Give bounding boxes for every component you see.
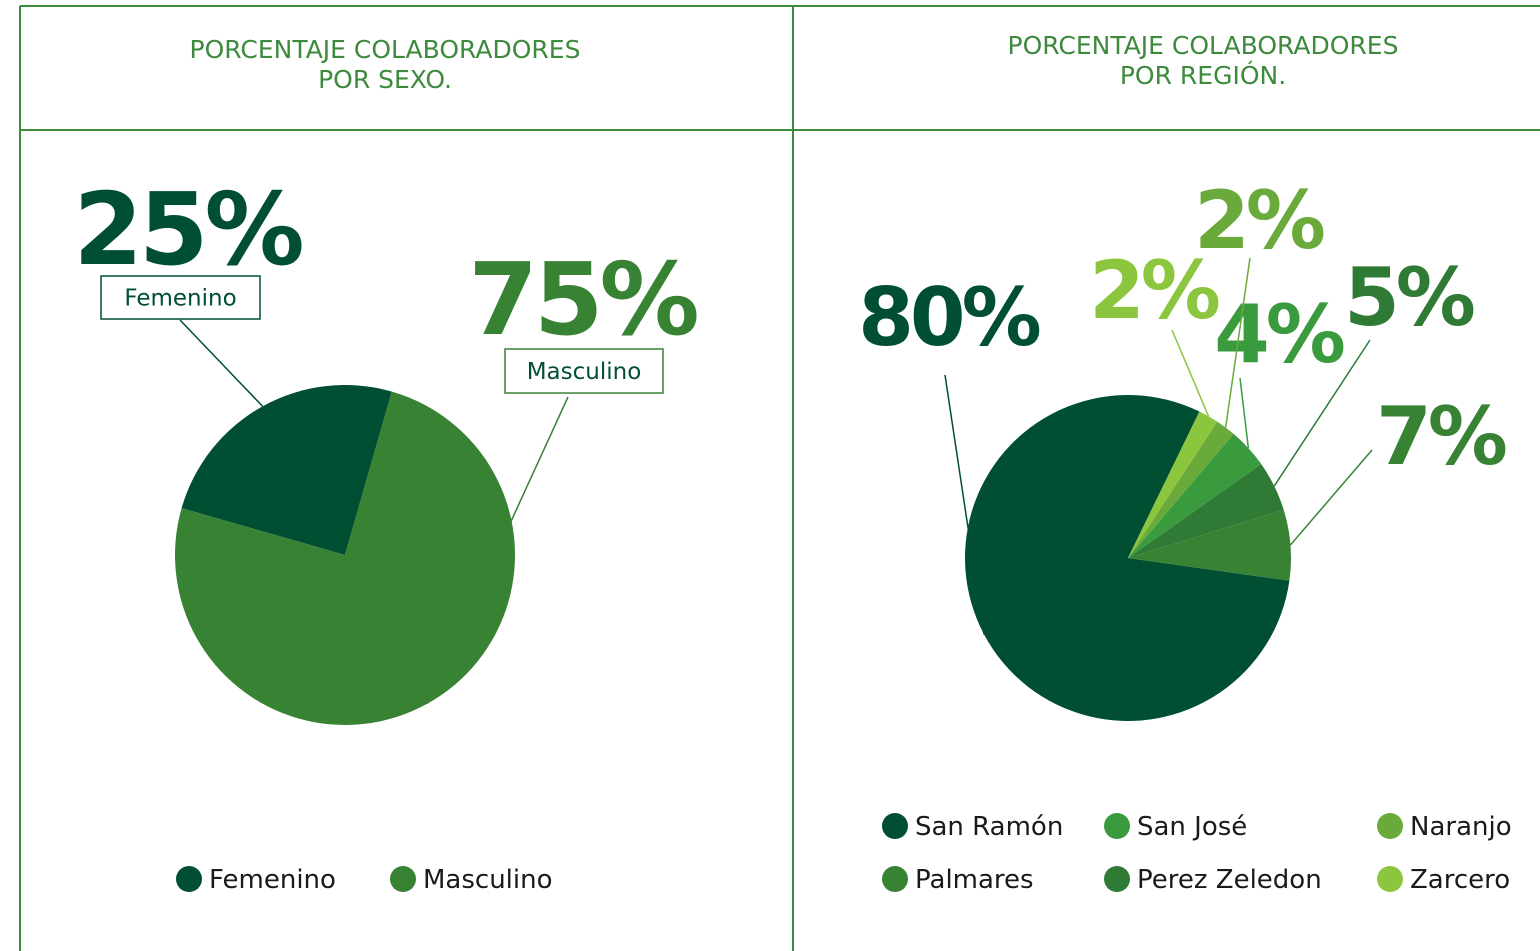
- leader-line: [1289, 449, 1373, 546]
- value-label: 5%: [1344, 251, 1474, 344]
- pie-slice: [181, 385, 392, 555]
- leader-line: [426, 396, 569, 704]
- value-label: 7%: [1376, 390, 1506, 483]
- pie-slice: [964, 395, 1290, 721]
- leader-line: [1171, 329, 1210, 417]
- label-box: [100, 275, 261, 320]
- legend-swatch: [390, 866, 416, 892]
- legend-swatch: [176, 866, 202, 892]
- value-label: 25%: [73, 171, 302, 288]
- value-label: 2%: [1194, 174, 1324, 267]
- value-label: 4%: [1214, 288, 1344, 381]
- legend-swatch: [1104, 866, 1130, 892]
- pie-slice: [1128, 421, 1234, 558]
- leader-line: [179, 319, 264, 407]
- pie-slice: [1128, 509, 1291, 581]
- legend-swatch: [882, 813, 908, 839]
- leader-line: [944, 374, 985, 635]
- legend-label: Zarcero: [1410, 865, 1510, 895]
- value-label: 75%: [468, 241, 697, 358]
- legend-label: Femenino: [209, 865, 336, 895]
- chart-title: PORCENTAJE COLABORADORES POR REGIÓN.: [1008, 31, 1399, 90]
- leader-line: [1239, 377, 1250, 449]
- legend-swatch: [1377, 866, 1403, 892]
- value-label: 2%: [1089, 244, 1219, 337]
- category-label: Femenino: [124, 286, 236, 312]
- legend-label: Palmares: [915, 865, 1034, 895]
- value-label: 80%: [858, 271, 1039, 364]
- legend-swatch: [1104, 813, 1130, 839]
- leader-line: [1273, 339, 1371, 487]
- pie-slice: [174, 391, 515, 725]
- category-label: Masculino: [527, 359, 642, 385]
- pie-slice: [1128, 464, 1284, 558]
- legend-label: Masculino: [423, 865, 553, 895]
- legend-swatch: [882, 866, 908, 892]
- chart-title: PORCENTAJE COLABORADORES POR SEXO.: [190, 35, 581, 94]
- legend-label: San José: [1137, 812, 1247, 842]
- pie-slice: [1128, 411, 1218, 558]
- legend-label: Perez Zeledon: [1137, 865, 1322, 895]
- label-box: [504, 348, 664, 394]
- legend-label: San Ramón: [915, 812, 1063, 842]
- leader-line: [1224, 257, 1251, 428]
- pie-slice: [1128, 433, 1262, 558]
- legend-swatch: [1377, 813, 1403, 839]
- legend-label: Naranjo: [1410, 812, 1512, 842]
